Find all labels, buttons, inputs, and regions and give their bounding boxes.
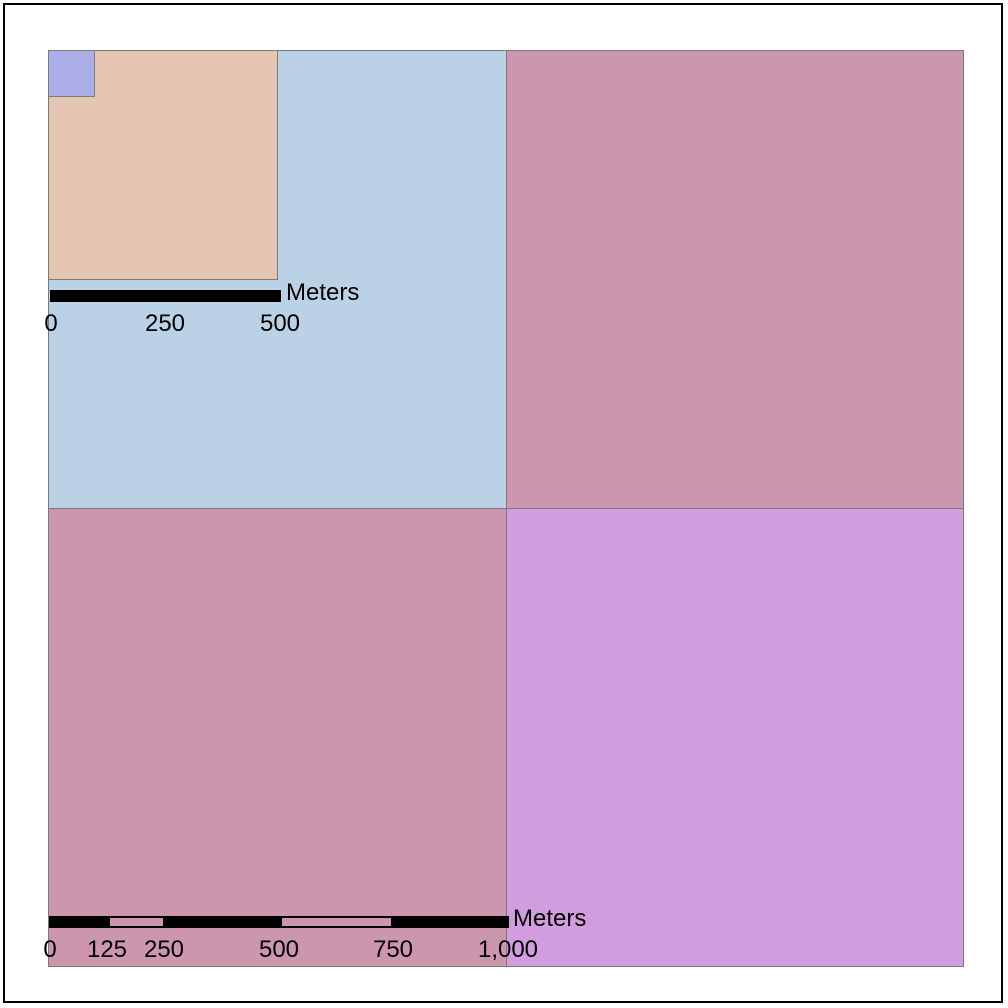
scalebar-large-tick: 750 (372, 936, 414, 963)
scalebar-large-tick: 0 (43, 936, 57, 963)
cell-bottom-right (506, 508, 964, 967)
scalebar-large-segment (108, 916, 165, 928)
scalebar-small-tick: 0 (44, 310, 58, 337)
scalebar-large-segment (49, 916, 108, 928)
cell-top-right (506, 50, 964, 509)
scalebar-small-bar (50, 290, 281, 302)
scalebar-large-segment (393, 916, 509, 928)
scalebar-small-tick: 250 (144, 310, 186, 337)
scalebar-large-segment (165, 916, 280, 928)
scalebar-large-segment (280, 916, 393, 928)
cell-corner (48, 50, 95, 97)
scalebar-large-tick: 125 (86, 936, 128, 963)
scalebar-large-tick: 250 (143, 936, 185, 963)
cell-bottom-left (48, 508, 507, 967)
scalebar-large-tick: 500 (258, 936, 300, 963)
scalebar-small-unit: Meters (286, 279, 360, 306)
scalebar-large-unit: Meters (513, 905, 587, 932)
scalebar-small-tick: 500 (259, 310, 301, 337)
scalebar-large-tick: 1,000 (477, 936, 539, 963)
